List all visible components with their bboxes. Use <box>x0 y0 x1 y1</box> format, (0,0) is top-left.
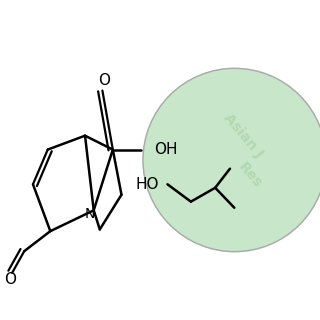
Text: OH: OH <box>155 142 178 157</box>
Text: Res: Res <box>236 160 265 191</box>
Text: N: N <box>85 207 95 221</box>
Text: HO: HO <box>135 177 159 192</box>
Text: Asian J: Asian J <box>221 111 266 161</box>
Circle shape <box>143 68 320 252</box>
Text: O: O <box>98 73 110 88</box>
Text: O: O <box>4 272 16 287</box>
